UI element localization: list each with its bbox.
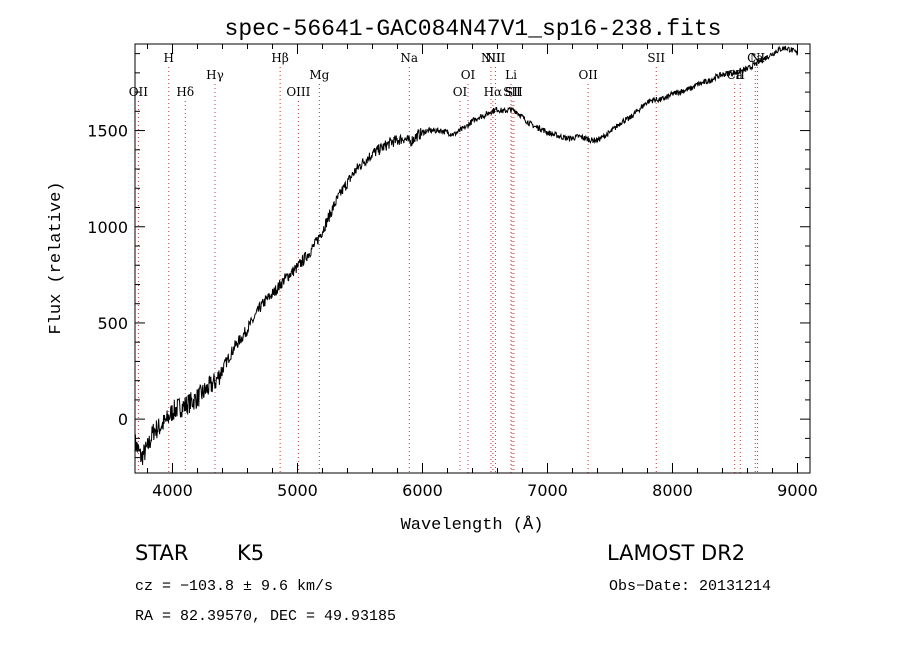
spectral-line-label: SII bbox=[647, 51, 665, 65]
object-subclass: K5 bbox=[237, 541, 264, 565]
y-axis-label: Flux (relative) bbox=[47, 181, 66, 334]
spectral-line-label: SII bbox=[503, 85, 521, 99]
spectral-line-label: Hβ bbox=[271, 51, 288, 65]
x-tick-label: 9000 bbox=[777, 481, 818, 500]
spectral-line-label: Li bbox=[505, 68, 517, 82]
spectral-line-label: OIII bbox=[286, 85, 310, 99]
spectral-line-label: NII bbox=[481, 51, 501, 65]
chart-title: spec-56641-GAC084N47V1_sp16-238.fits bbox=[225, 16, 722, 42]
plot-frame bbox=[134, 43, 811, 474]
y-axis: 0 500 1000 1500 bbox=[87, 53, 810, 459]
coordinates: RA = 82.39570, DEC = 49.93185 bbox=[135, 608, 396, 625]
y-tick-label: 0 bbox=[118, 410, 128, 429]
y-tick-label: 500 bbox=[97, 314, 128, 333]
spectral-line-label: OII bbox=[578, 68, 598, 82]
y-tick-label: 1500 bbox=[87, 122, 128, 141]
spectrum-series-line bbox=[134, 45, 798, 466]
spectral-line-label: Mg bbox=[309, 68, 329, 82]
spectral-line-label: Hα bbox=[484, 85, 503, 99]
x-tick-label: 4000 bbox=[152, 481, 193, 500]
spectral-line-label: OI bbox=[461, 68, 476, 82]
x-tick-label: 7000 bbox=[527, 481, 568, 500]
spectral-line-label: Na bbox=[400, 51, 418, 65]
spectral-line-label: SII bbox=[505, 85, 523, 99]
x-tick-label: 8000 bbox=[652, 481, 693, 500]
spectral-line-label: OI bbox=[453, 85, 468, 99]
spectral-line-label: Hγ bbox=[206, 68, 224, 82]
spectral-line-label: NI bbox=[750, 51, 766, 65]
x-axis: 4000 5000 6000 7000 8000 9000 bbox=[147, 44, 818, 500]
x-tick-label: 6000 bbox=[402, 481, 443, 500]
object-class: STAR bbox=[135, 541, 188, 565]
spectral-line-label: II bbox=[736, 68, 746, 82]
x-tick-label: 5000 bbox=[277, 481, 318, 500]
spectral-line-label: NII bbox=[485, 51, 505, 65]
y-tick-label: 1000 bbox=[87, 218, 128, 237]
spectral-line-label: H bbox=[164, 51, 174, 65]
survey-name: LAMOST DR2 bbox=[607, 541, 745, 565]
spectral-line-label: Hδ bbox=[176, 85, 194, 99]
redshift-cz: cz = −103.8 ± 9.6 km/s bbox=[135, 578, 333, 595]
x-axis-label: Wavelength (Å) bbox=[401, 516, 544, 535]
observation-date: Obs−Date: 20131214 bbox=[609, 578, 771, 595]
spectral-line-markers: OIIHHδHγHβOIIIMgNaOIOINIIHαNIILiSIISIIOI… bbox=[129, 51, 766, 473]
